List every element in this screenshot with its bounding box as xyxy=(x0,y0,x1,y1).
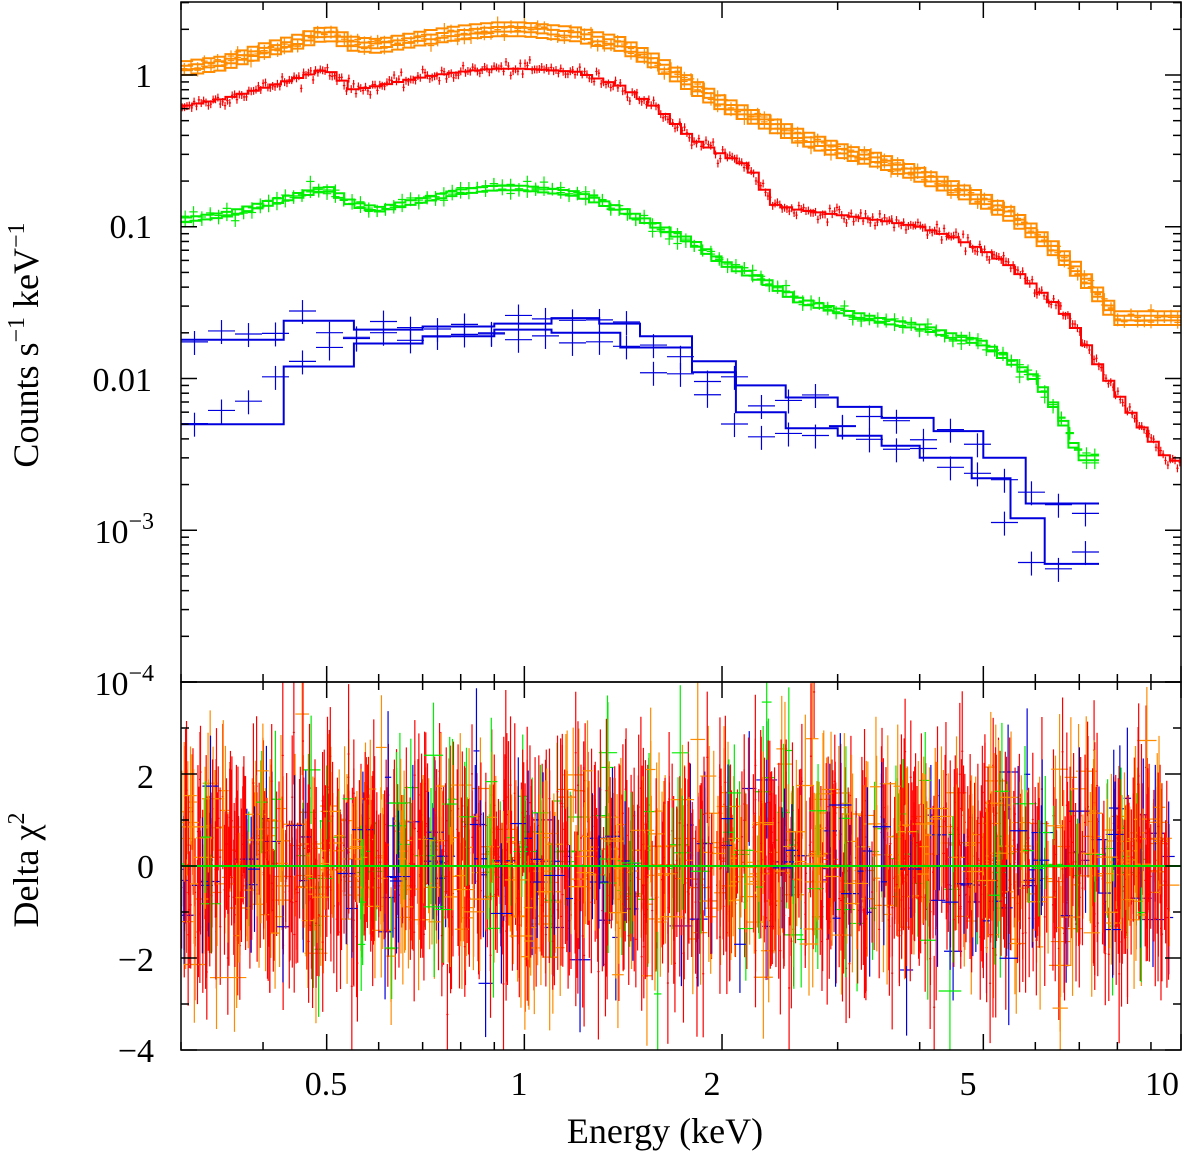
spectrum-model-line xyxy=(181,69,1181,461)
residual-points xyxy=(171,644,1181,1065)
spectrum-series-orange xyxy=(181,16,1181,328)
residual-plot-area xyxy=(171,644,1181,1065)
spectrum-series-blue-low xyxy=(181,311,1099,582)
spectrum-series-red xyxy=(181,56,1181,472)
spectrum-model-line xyxy=(181,22,1181,311)
spectrum-plot-area xyxy=(181,16,1181,581)
spectrum-model-line xyxy=(181,330,1099,564)
spectrum-series-green xyxy=(181,176,1099,469)
